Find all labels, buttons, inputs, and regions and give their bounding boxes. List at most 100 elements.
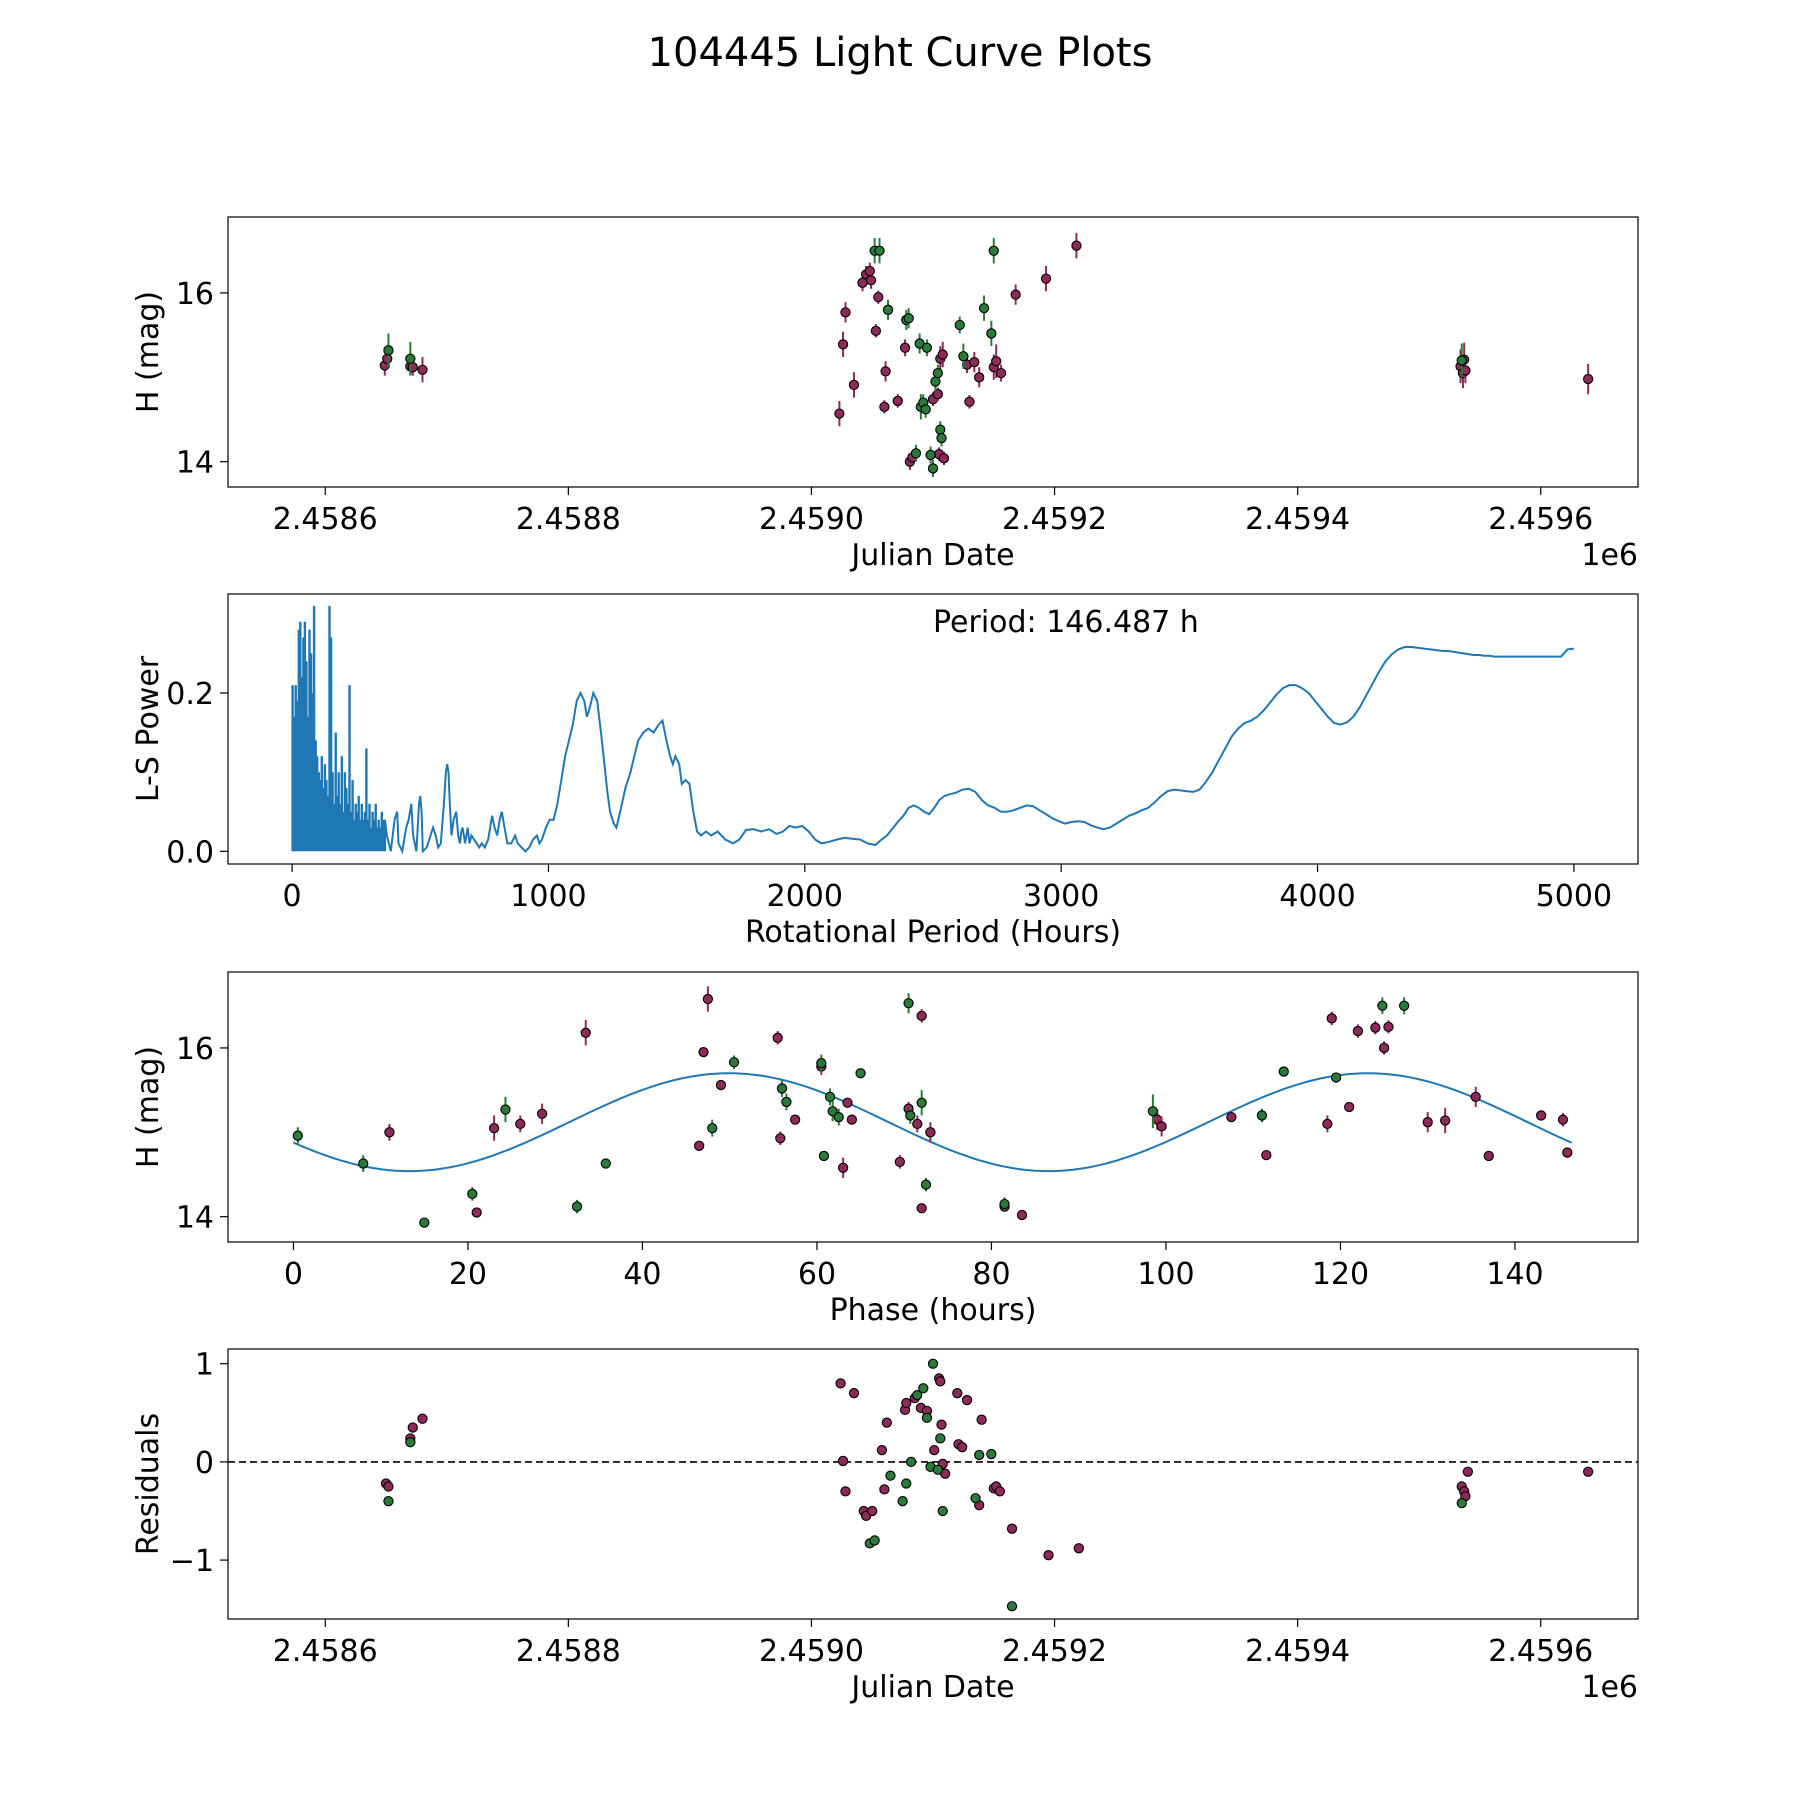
- residuals-green-point: [927, 1358, 939, 1369]
- time-magenta-point: [892, 395, 903, 407]
- phase-magenta-point: [1226, 1111, 1237, 1123]
- time-green-point: [988, 245, 999, 256]
- phase-magenta-point: [912, 1118, 923, 1130]
- time-plot-area: [379, 233, 1594, 477]
- periodogram-axes-frame: [227, 593, 1639, 865]
- time-magenta-point: [1583, 373, 1594, 385]
- panel-time: 2.4586 2.4588 2.4590 2.4592 2.4594 2.4596 14 16…: [131, 216, 1639, 573]
- time-x-tick-label: 2.4588: [516, 502, 621, 537]
- phase-green-point: [916, 1097, 927, 1108]
- residuals-magenta-point: [929, 1444, 940, 1456]
- time-magenta-point: [1071, 240, 1082, 251]
- phase-green-point: [419, 1217, 430, 1228]
- time-magenta-point: [1010, 289, 1021, 300]
- time-magenta-point: [899, 342, 911, 353]
- residuals-magenta-point: [837, 1455, 849, 1467]
- time-green-point: [882, 304, 894, 315]
- residuals-magenta-point: [867, 1505, 878, 1517]
- phase-magenta-point: [698, 1047, 709, 1058]
- phase-green-point: [467, 1188, 478, 1200]
- time-offset-label: 1e6: [1581, 538, 1638, 573]
- time-x-tick-label: 2.4586: [273, 502, 378, 537]
- residuals-green-point: [937, 1505, 948, 1517]
- residuals-magenta-point: [879, 1484, 890, 1495]
- residuals-green-point: [974, 1449, 985, 1461]
- phase-y-axis-label: H (mag): [131, 1046, 166, 1168]
- time-green-point: [910, 448, 922, 459]
- residuals-y-tick-label: −1: [170, 1544, 214, 1579]
- residuals-green-point: [869, 1535, 880, 1546]
- time-magenta-point: [938, 453, 950, 464]
- time-green-point: [935, 424, 946, 435]
- time-green-point: [903, 313, 914, 324]
- residuals-x-tick-label: 2.4592: [1002, 1634, 1107, 1669]
- phase-magenta-point: [694, 1140, 705, 1151]
- residuals-y-tick-label: 1: [195, 1348, 214, 1383]
- periodogram-y-tick-label: 0.2: [166, 677, 214, 712]
- residuals-x-axis-label: Julian Date: [849, 1670, 1014, 1705]
- time-magenta-point: [974, 372, 985, 383]
- time-magenta-point: [932, 389, 944, 400]
- residuals-green-point: [405, 1437, 416, 1448]
- periodogram-x-tick-label: 1000: [510, 879, 586, 914]
- residuals-magenta-point: [1073, 1543, 1085, 1554]
- phase-magenta-point: [515, 1118, 526, 1130]
- panel-phase: 0 20 40 60 80 100 120 140 14 16 Phase (hours) H (ma…: [131, 971, 1639, 1328]
- residuals-magenta-point: [976, 1414, 987, 1425]
- residuals-y-axis-label: Residuals: [131, 1413, 166, 1555]
- phase-x-tick-label: 0: [284, 1257, 303, 1292]
- time-x-tick-label: 2.4594: [1245, 502, 1350, 537]
- time-green-point: [405, 353, 416, 364]
- phase-magenta-point: [1352, 1025, 1364, 1037]
- periodogram-y-axis-label: L-S Power: [131, 655, 166, 802]
- residuals-axes-frame: [227, 1348, 1639, 1620]
- time-magenta-point: [880, 366, 891, 377]
- time-magenta-point: [1040, 273, 1052, 284]
- time-magenta-point: [382, 353, 393, 364]
- phase-axes-frame: [227, 971, 1639, 1243]
- time-green-point: [958, 351, 969, 362]
- time-magenta-point: [848, 379, 860, 391]
- time-magenta-point: [873, 292, 884, 303]
- residuals-green-point: [1456, 1497, 1467, 1509]
- residuals-green-point: [901, 1478, 912, 1489]
- residuals-magenta-point: [383, 1481, 394, 1492]
- periodogram-curve: [383, 646, 1575, 855]
- residuals-magenta-point: [1043, 1550, 1054, 1561]
- residuals-x-tick-label: 2.4596: [1488, 1634, 1593, 1669]
- phase-magenta-point: [1378, 1042, 1390, 1054]
- time-y-tick-label: 16: [176, 277, 214, 312]
- figure-title: 104445 Light Curve Plots: [648, 30, 1153, 76]
- time-green-point: [383, 345, 394, 356]
- residuals-green-point: [932, 1464, 944, 1475]
- phase-green-point: [903, 998, 914, 1009]
- phase-magenta-point: [471, 1207, 482, 1218]
- time-magenta-point: [937, 349, 948, 360]
- time-green-point: [874, 245, 885, 256]
- residuals-magenta-point: [1006, 1523, 1018, 1534]
- periodogram-x-axis-label: Rotational Period (Hours): [745, 915, 1121, 950]
- phase-green-point: [1256, 1110, 1268, 1121]
- phase-magenta-point: [837, 1162, 849, 1173]
- residuals-magenta-point: [957, 1442, 968, 1453]
- phase-magenta-point: [925, 1127, 936, 1138]
- residuals-magenta-point: [407, 1422, 418, 1433]
- phase-magenta-point: [580, 1027, 591, 1038]
- phase-magenta-point: [1016, 1209, 1028, 1221]
- phase-magenta-point: [1470, 1091, 1481, 1103]
- phase-magenta-point: [384, 1127, 395, 1138]
- phase-green-point: [776, 1083, 788, 1094]
- time-magenta-point: [417, 364, 428, 375]
- phase-x-tick-label: 140: [1486, 1257, 1543, 1292]
- residuals-magenta-point: [876, 1444, 888, 1456]
- time-green-point: [927, 463, 939, 474]
- phase-green-point: [824, 1091, 836, 1103]
- panels: 2.4586 2.4588 2.4590 2.4592 2.4594 2.45961416…: [131, 216, 1639, 1705]
- phase-magenta-point: [1483, 1150, 1494, 1162]
- time-green-point: [925, 449, 936, 461]
- sinusoid-fit-curve: [292, 1072, 1573, 1173]
- time-magenta-point: [837, 339, 849, 350]
- time-magenta-point: [969, 356, 980, 368]
- time-x-tick-label: 2.4592: [1002, 502, 1107, 537]
- phase-magenta-point: [1383, 1021, 1394, 1032]
